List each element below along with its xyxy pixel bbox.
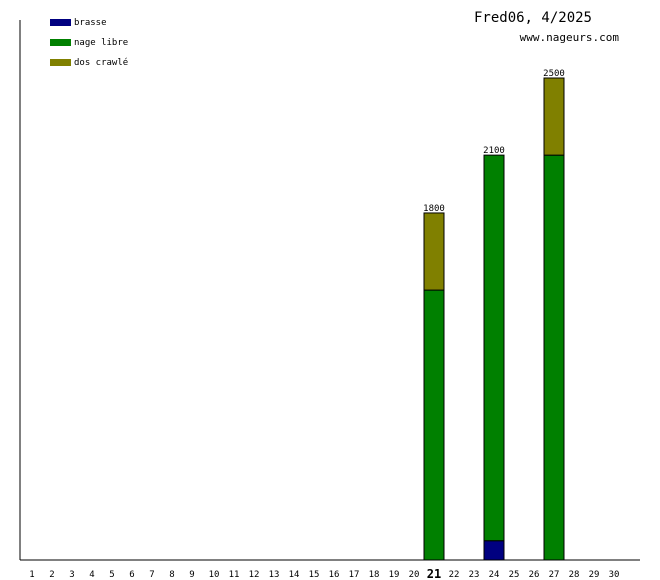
x-tick-label-18: 18 (369, 570, 380, 580)
bars-group (423, 77, 565, 561)
x-tick-label-13: 13 (269, 570, 280, 580)
x-tick-label-27: 27 (549, 570, 560, 580)
x-tick-label-30: 30 (609, 570, 620, 580)
x-tick-label-21: 21 (427, 567, 441, 580)
x-tick-label-5: 5 (109, 570, 114, 580)
legend: brasse nage libre dos crawlé (50, 18, 128, 68)
x-tick-label-9: 9 (189, 570, 194, 580)
x-tick-label-7: 7 (149, 570, 154, 580)
x-tick-label-10: 10 (209, 570, 220, 580)
bar-21-1 (423, 289, 445, 561)
x-tick-label-8: 8 (169, 570, 174, 580)
legend-swatch-1 (50, 39, 71, 46)
x-tick-label-29: 29 (589, 570, 600, 580)
x-tick-label-20: 20 (409, 570, 420, 580)
x-tick-label-11: 11 (229, 570, 240, 580)
x-tick-label-26: 26 (529, 570, 540, 580)
totals-group: 1800 2100 2500 (423, 69, 565, 214)
bar-27-1 (543, 154, 565, 561)
total-label-21: 1800 (423, 204, 445, 214)
legend-swatch-2 (50, 59, 71, 66)
x-tick-label-3: 3 (69, 570, 74, 580)
bar-21-2 (423, 212, 445, 291)
chart-subtitle: www.nageurs.com (520, 31, 620, 44)
x-tick-label-28: 28 (569, 570, 580, 580)
legend-label-1: nage libre (74, 38, 128, 48)
legend-label-0: brasse (74, 18, 107, 28)
chart-title: Fred06, 4/2025 (474, 10, 592, 26)
x-tick-label-1: 1 (29, 570, 34, 580)
x-tick-label-24: 24 (489, 570, 500, 580)
x-tick-label-22: 22 (449, 570, 460, 580)
legend-label-2: dos crawlé (74, 57, 128, 68)
x-tick-label-6: 6 (129, 570, 134, 580)
total-label-24: 2100 (483, 146, 505, 156)
x-tick-label-4: 4 (89, 570, 94, 580)
x-tick-label-16: 16 (329, 570, 340, 580)
x-tick-label-19: 19 (389, 570, 400, 580)
total-label-27: 2500 (543, 69, 565, 79)
x-tick-label-15: 15 (309, 570, 320, 580)
x-tick-label-25: 25 (509, 570, 520, 580)
x-ticks-group: 1 2 3 4 5 6 7 8 9 10 11 12 13 14 15 16 17 18 19 20 21 22 23 24 2… (29, 567, 619, 580)
bar-24-1 (483, 154, 505, 542)
x-tick-label-14: 14 (289, 570, 300, 580)
bar-24-0 (483, 540, 505, 561)
legend-swatch-0 (50, 19, 71, 26)
x-tick-label-12: 12 (249, 570, 260, 580)
x-tick-label-2: 2 (49, 570, 54, 580)
bar-27-2 (543, 77, 565, 156)
x-tick-label-17: 17 (349, 570, 360, 580)
x-tick-label-23: 23 (469, 570, 480, 580)
